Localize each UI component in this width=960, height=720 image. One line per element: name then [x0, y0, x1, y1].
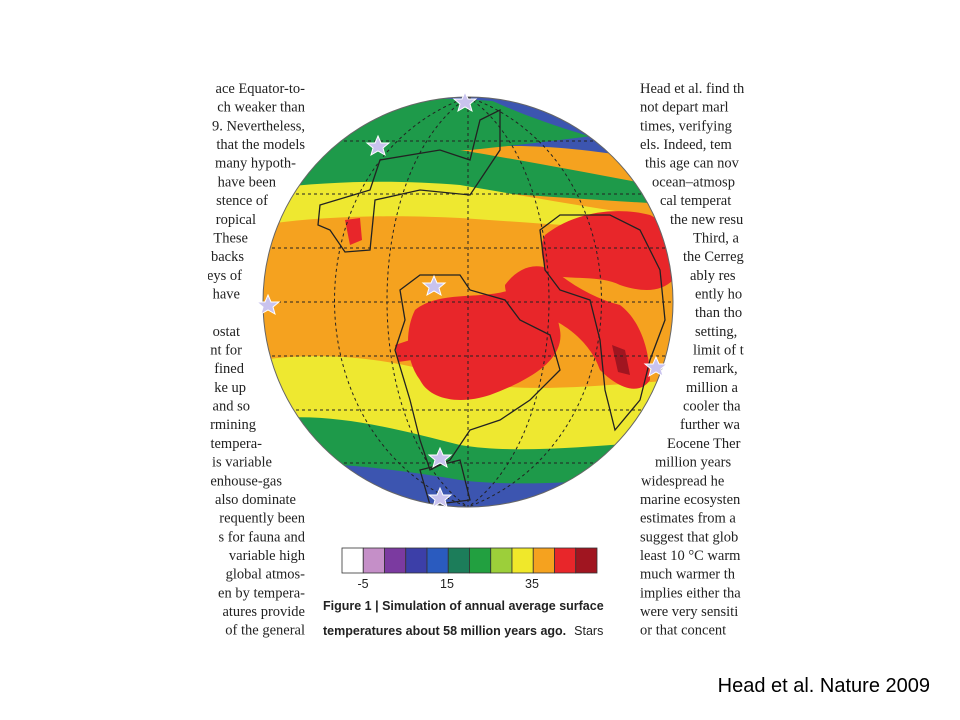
colorbar-label: 35 [525, 577, 539, 591]
text-line: marine ecosysten [640, 492, 741, 508]
text-line: many hypoth- [215, 156, 296, 172]
text-line: is variable [212, 455, 272, 471]
text-line: ently ho [695, 286, 742, 302]
text-line: widespread he [641, 473, 724, 489]
color-swatch [554, 547, 577, 574]
color-swatch [490, 547, 513, 574]
text-line: els. Indeed, tem [640, 137, 733, 153]
text-line: that the models [216, 137, 305, 153]
text-line: ropical [216, 212, 256, 228]
right-column: Head et al. find th not depart marl times,… [640, 81, 745, 639]
text-line: stence of [216, 193, 268, 209]
text-line: suggest that glob [640, 529, 738, 545]
text-line: eys of [207, 268, 242, 284]
colorbar-label: 15 [440, 577, 454, 591]
text-line: backs [211, 249, 244, 265]
text-line: much warmer th [640, 567, 736, 583]
caption-line: Figure 1 | Simulation of annual average … [323, 599, 604, 613]
text-line: ably res [690, 268, 736, 284]
left-column: ace Equator-to-ch weaker than 9. Neverthe… [207, 81, 306, 639]
text-line: least 10 °C warm [640, 548, 741, 564]
stars [255, 90, 669, 509]
text-line: 9. Nevertheless, [212, 118, 305, 134]
color-swatch [447, 547, 470, 574]
text-line: variable high [229, 548, 306, 564]
text-line: than tho [695, 305, 742, 321]
colorbar-label: -5 [357, 577, 368, 591]
text-line: also dominate [215, 492, 296, 508]
text-line: implies either tha [640, 585, 741, 601]
text-line: tempera- [210, 436, 262, 452]
text-line: cal temperat [660, 193, 731, 209]
text-line: Head et al. find th [640, 81, 745, 97]
text-line: further wa [680, 417, 741, 433]
text-line: ch weaker than [217, 100, 306, 116]
text-line: Third, a [693, 230, 739, 246]
text-line: global atmos- [226, 567, 306, 583]
text-line: remark, [693, 361, 738, 377]
text-line: times, verifying [640, 118, 732, 134]
color-swatch [362, 547, 385, 574]
text-line: ostat [213, 324, 240, 340]
text-line: million a [686, 380, 739, 396]
color-swatch [532, 547, 555, 574]
text-line: These [213, 230, 248, 246]
color-swatch [405, 547, 428, 574]
credit: Head et al. Nature 2009 [718, 675, 930, 697]
text-line: en by tempera- [218, 585, 305, 601]
text-line: million years [655, 455, 731, 471]
caption-line: temperatures about 58 million years ago.… [323, 624, 603, 638]
caption-bold: temperatures about 58 million years ago. [323, 624, 566, 638]
text-line: have [213, 286, 240, 302]
color-swatch [469, 547, 492, 574]
color-swatch [426, 547, 449, 574]
text-line: s for fauna and [218, 529, 305, 545]
color-swatch [511, 547, 534, 574]
text-line: Eocene Ther [667, 436, 741, 452]
text-line: setting, [695, 324, 737, 340]
color-swatch [575, 547, 598, 574]
text-line: nt for [210, 343, 242, 359]
color-swatch [384, 547, 407, 574]
text-line: requently been [219, 511, 306, 527]
color-swatch [341, 547, 364, 574]
colorbar: -5 15 35 [341, 547, 598, 591]
text-line: ace Equator-to- [216, 81, 306, 97]
text-line: cooler tha [683, 399, 741, 415]
text-line: atures provide [222, 604, 305, 620]
text-line: have been [218, 174, 277, 190]
text-line: and so [213, 399, 250, 415]
text-line: ocean–atmosp [652, 174, 735, 190]
text-line: ke up [214, 380, 246, 396]
text-line: not depart marl [640, 100, 729, 116]
text-line: rmining [210, 417, 256, 433]
text-line: the new resu [670, 212, 743, 228]
text-line: or that concent [640, 623, 726, 639]
text-line: fined [214, 361, 245, 377]
globe-map [263, 97, 673, 507]
text-line: the Cerreg [683, 249, 744, 265]
text-line: of the general [225, 623, 305, 639]
text-line: limit of t [693, 343, 744, 359]
text-line: estimates from a [640, 511, 736, 527]
text-line: enhouse-gas [210, 473, 282, 489]
text-line: this age can nov [645, 156, 740, 172]
caption-tail: Stars [574, 624, 603, 638]
text-line: were very sensiti [640, 604, 738, 620]
